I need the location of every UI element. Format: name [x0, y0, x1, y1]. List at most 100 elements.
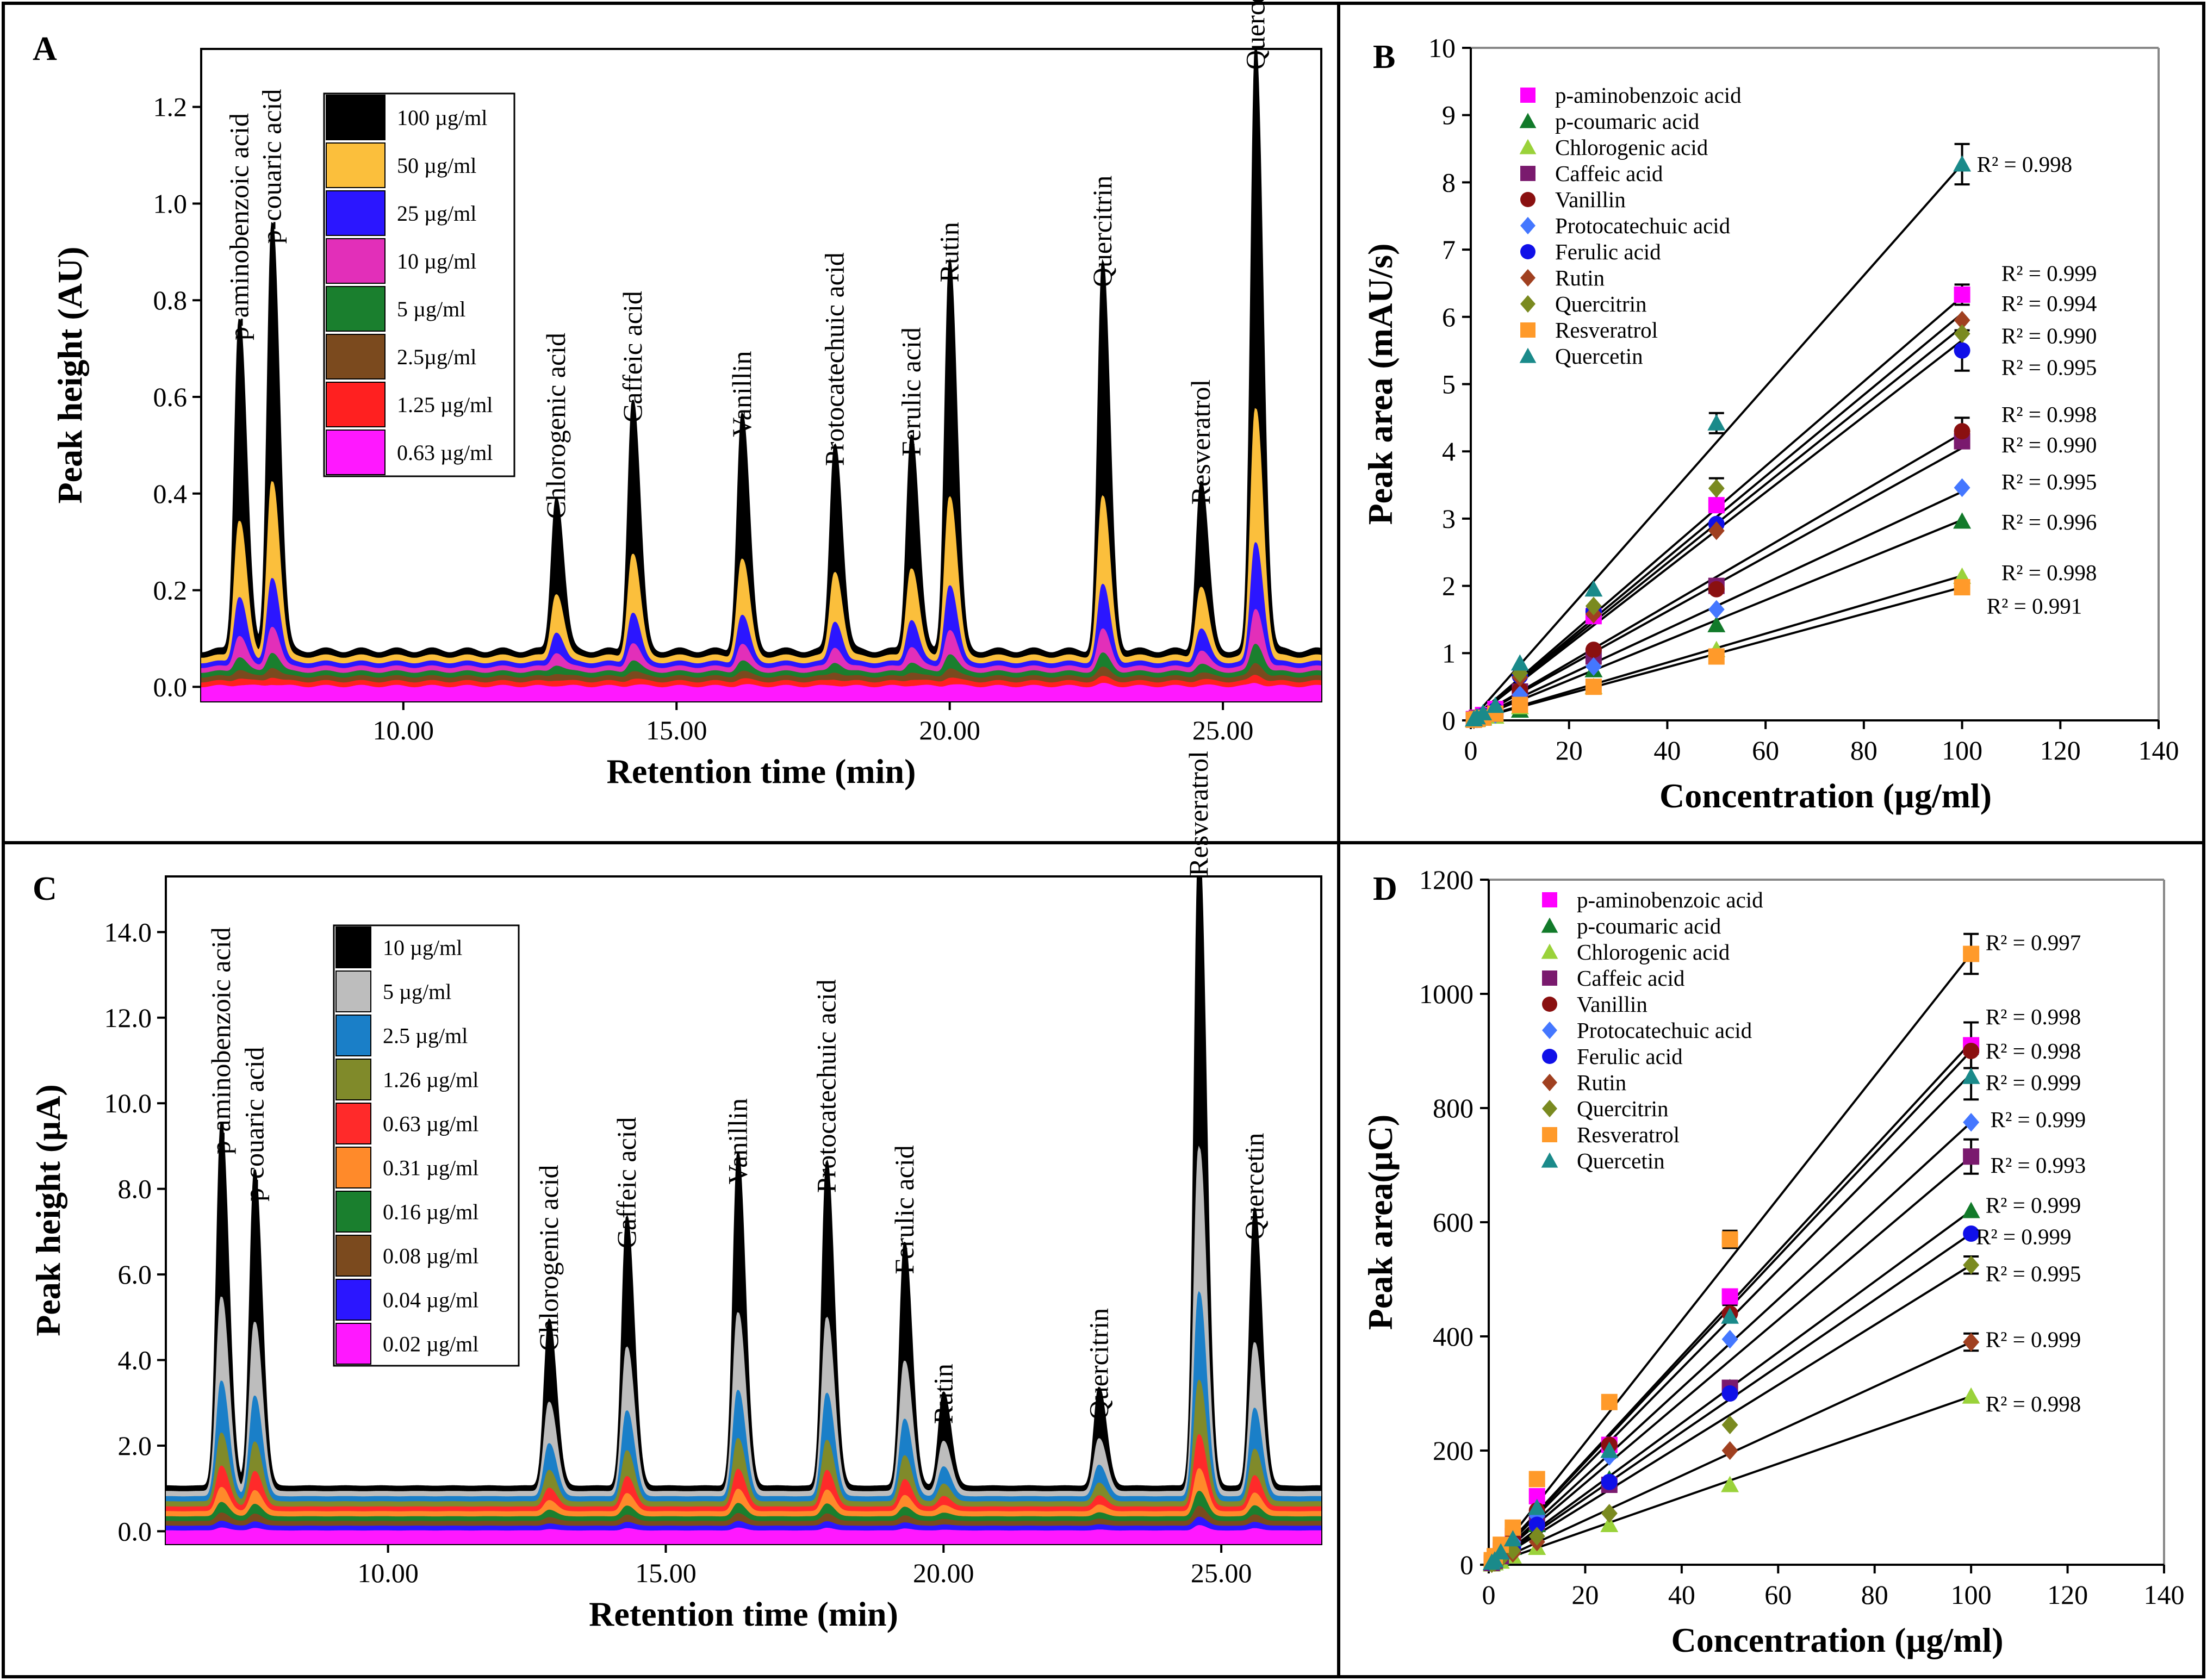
legend-label: Ferulic acid	[1555, 239, 1661, 264]
x-tick-label: 20.00	[913, 1558, 974, 1588]
peak-label: Caffeic acid	[611, 1117, 642, 1248]
r-squared-label: R² = 0.998	[1986, 1391, 2081, 1416]
legend-swatch	[335, 1103, 371, 1144]
x-axis-title: Retention time (min)	[589, 1595, 898, 1633]
legend-label: p-aminobenzoic acid	[1577, 887, 1763, 912]
legend-label: 10 µg/ml	[383, 936, 462, 960]
data-marker	[1708, 600, 1725, 619]
r-squared-label: R² = 0.995	[2001, 355, 2097, 380]
y-tick-label: 0	[1442, 705, 1456, 736]
legend-label: Chlorogenic acid	[1555, 135, 1708, 160]
peak-label: p-aminobenzoic acid	[206, 927, 236, 1154]
fit-line	[1488, 953, 1972, 1566]
y-axis-title: Peak area(µC)	[1361, 1115, 1400, 1330]
x-tick-label: 60	[1764, 1579, 1792, 1610]
data-marker	[1708, 648, 1725, 665]
data-marker	[1963, 1113, 1980, 1132]
r-squared-label: R² = 0.998	[1986, 1038, 2081, 1063]
x-tick-label: 100	[1951, 1579, 1992, 1610]
data-marker	[1542, 1021, 1557, 1040]
trace-group	[166, 876, 1321, 1544]
data-marker	[1520, 322, 1535, 338]
y-tick-label: 600	[1433, 1207, 1474, 1237]
legend-label: 0.16 µg/ml	[383, 1200, 478, 1224]
data-marker	[1541, 1152, 1558, 1168]
y-tick-label: 12.0	[104, 1003, 152, 1033]
legend-label: Resveratrol	[1555, 318, 1658, 343]
data-marker	[1954, 286, 1970, 303]
data-marker	[1600, 1516, 1619, 1532]
r-squared-label: R² = 0.999	[1991, 1107, 2086, 1132]
r-squared-label: R² = 0.998	[2001, 402, 2097, 427]
peak-label: Resveratrol	[1185, 379, 1216, 505]
y-tick-label: 1.2	[153, 92, 188, 122]
peak-label: Chlorogenic acid	[533, 1165, 564, 1351]
data-marker	[1707, 414, 1726, 431]
legend-swatch	[326, 190, 386, 236]
y-tick-label: 0.2	[153, 575, 188, 606]
legend-swatch	[335, 1147, 371, 1189]
r-squared-label: R² = 0.998	[1986, 1004, 2081, 1029]
legend-label: Vanillin	[1577, 992, 1648, 1017]
peak-label: Rutin	[934, 222, 965, 282]
series-ferulic-acid	[1483, 1225, 1980, 1571]
peak-label: Quercitrin	[1083, 1308, 1114, 1420]
r-squared-label: R² = 0.999	[1986, 1070, 2081, 1095]
data-marker	[1708, 521, 1725, 540]
legend-label: 5 µg/ml	[397, 297, 465, 321]
y-tick-label: 1	[1442, 638, 1456, 668]
legend-label: Chlorogenic acid	[1577, 939, 1730, 965]
legend-label: Caffeic acid	[1555, 161, 1663, 186]
y-axis-title: Peak height (µA)	[29, 1084, 67, 1336]
legend-label: 1.25 µg/ml	[397, 393, 493, 417]
legend-label: Resveratrol	[1577, 1122, 1680, 1147]
x-tick-label: 0	[1464, 735, 1478, 766]
legend-swatch	[335, 1235, 371, 1277]
data-marker	[1542, 970, 1557, 986]
y-tick-label: 8	[1442, 167, 1456, 197]
y-tick-label: 0.4	[153, 478, 188, 509]
data-marker	[1721, 1288, 1738, 1305]
r-squared-label: R² = 0.999	[1976, 1224, 2072, 1249]
y-tick-label: 5	[1442, 369, 1456, 400]
data-marker	[1528, 1498, 1546, 1515]
peak-label: Ferulic acid	[896, 327, 926, 456]
legend-label: 0.04 µg/ml	[383, 1288, 478, 1312]
data-marker	[1953, 512, 1972, 529]
data-marker	[1585, 657, 1602, 676]
peak-label: Chlorogenic acid	[540, 333, 571, 519]
y-tick-label: 14.0	[104, 917, 152, 947]
data-marker	[1954, 324, 1970, 343]
series-rutin	[1483, 1333, 1980, 1573]
data-marker	[1520, 269, 1535, 287]
peak-label: p-couaric acid	[257, 89, 287, 244]
y-tick-label: 2.0	[118, 1430, 152, 1461]
x-tick-label: 20	[1556, 735, 1583, 766]
data-marker	[1542, 997, 1557, 1012]
x-tick-label: 140	[2138, 735, 2179, 766]
y-tick-label: 4	[1442, 436, 1456, 466]
legend-label: 100 µg/ml	[397, 105, 487, 130]
data-marker	[1585, 596, 1602, 615]
data-marker	[1962, 1202, 1980, 1218]
data-marker	[1520, 192, 1535, 207]
trace-0-63-g-ml	[201, 682, 1321, 701]
legend-label: Quercitrin	[1555, 291, 1646, 316]
peak-label: Ferulic acid	[889, 1145, 919, 1274]
data-marker	[1542, 1127, 1557, 1142]
data-marker	[1953, 155, 1972, 172]
legend-swatch	[326, 142, 386, 188]
legend-label: 2.5 µg/ml	[383, 1024, 468, 1048]
data-marker	[1528, 1527, 1545, 1546]
data-marker	[1962, 1387, 1980, 1404]
data-marker	[1520, 295, 1535, 313]
series-resveratrol	[1465, 579, 1970, 728]
data-marker	[1541, 917, 1558, 933]
data-marker	[1721, 1415, 1738, 1434]
data-marker	[1528, 1471, 1545, 1488]
peak-label: Quercetin	[1240, 0, 1270, 70]
y-tick-label: 4.0	[118, 1345, 152, 1376]
trace-0-02-g-ml	[166, 1525, 1321, 1544]
